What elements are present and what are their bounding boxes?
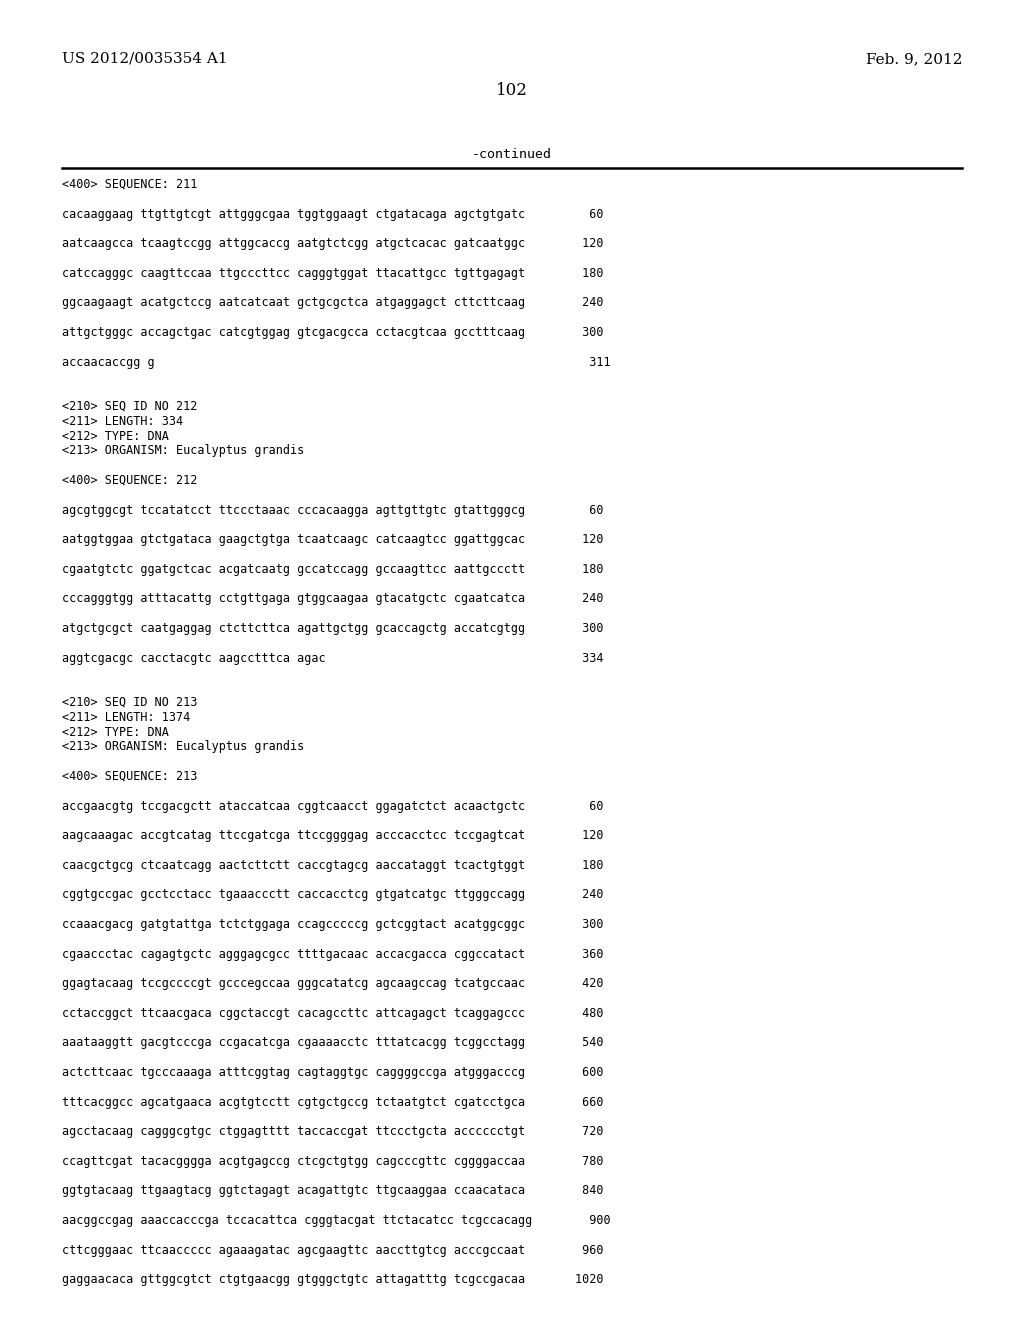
Text: Feb. 9, 2012: Feb. 9, 2012 [865, 51, 962, 66]
Text: caacgctgcg ctcaatcagg aactcttctt caccgtagcg aaccataggt tcactgtggt        180: caacgctgcg ctcaatcagg aactcttctt caccgta… [62, 859, 603, 871]
Text: ggcaagaagt acatgctccg aatcatcaat gctgcgctca atgaggagct cttcttcaag        240: ggcaagaagt acatgctccg aatcatcaat gctgcgc… [62, 297, 603, 309]
Text: agcgtggcgt tccatatcct ttccctaaac cccacaagga agttgttgtc gtattgggcg         60: agcgtggcgt tccatatcct ttccctaaac cccacaa… [62, 504, 603, 516]
Text: <212> TYPE: DNA: <212> TYPE: DNA [62, 429, 169, 442]
Text: ccaaacgacg gatgtattga tctctggaga ccagcccccg gctcggtact acatggcggc        300: ccaaacgacg gatgtattga tctctggaga ccagccc… [62, 917, 603, 931]
Text: <213> ORGANISM: Eucalyptus grandis: <213> ORGANISM: Eucalyptus grandis [62, 741, 304, 754]
Text: <400> SEQUENCE: 212: <400> SEQUENCE: 212 [62, 474, 198, 487]
Text: accaacaccgg g                                                             311: accaacaccgg g 311 [62, 355, 610, 368]
Text: <210> SEQ ID NO 213: <210> SEQ ID NO 213 [62, 696, 198, 709]
Text: <213> ORGANISM: Eucalyptus grandis: <213> ORGANISM: Eucalyptus grandis [62, 445, 304, 458]
Text: aatcaagcca tcaagtccgg attggcaccg aatgtctcgg atgctcacac gatcaatggc        120: aatcaagcca tcaagtccgg attggcaccg aatgtct… [62, 238, 603, 251]
Text: aagcaaagac accgtcatag ttccgatcga ttccggggag acccacctcc tccgagtcat        120: aagcaaagac accgtcatag ttccgatcga ttccggg… [62, 829, 603, 842]
Text: cgaatgtctc ggatgctcac acgatcaatg gccatccagg gccaagttcc aattgccctt        180: cgaatgtctc ggatgctcac acgatcaatg gccatcc… [62, 562, 603, 576]
Text: US 2012/0035354 A1: US 2012/0035354 A1 [62, 51, 227, 66]
Text: cttcgggaac ttcaaccccc agaaagatac agcgaagttc aaccttgtcg acccgccaat        960: cttcgggaac ttcaaccccc agaaagatac agcgaag… [62, 1243, 603, 1257]
Text: attgctgggc accagctgac catcgtggag gtcgacgcca cctacgtcaa gcctttcaag        300: attgctgggc accagctgac catcgtggag gtcgacg… [62, 326, 603, 339]
Text: ggagtacaag tccgccccgt gcccegccaa gggcatatcg agcaagccag tcatgccaac        420: ggagtacaag tccgccccgt gcccegccaa gggcata… [62, 977, 603, 990]
Text: tttcacggcc agcatgaaca acgtgtcctt cgtgctgccg tctaatgtct cgatcctgca        660: tttcacggcc agcatgaaca acgtgtcctt cgtgctg… [62, 1096, 603, 1109]
Text: aacggccgag aaaccacccga tccacattca cgggtacgat ttctacatcc tcgccacagg        900: aacggccgag aaaccacccga tccacattca cgggta… [62, 1214, 610, 1228]
Text: ggtgtacaag ttgaagtacg ggtctagagt acagattgtc ttgcaaggaa ccaacataca        840: ggtgtacaag ttgaagtacg ggtctagagt acagatt… [62, 1184, 603, 1197]
Text: actcttcaac tgcccaaaga atttcggtag cagtaggtgc caggggccga atgggacccg        600: actcttcaac tgcccaaaga atttcggtag cagtagg… [62, 1067, 603, 1078]
Text: <211> LENGTH: 1374: <211> LENGTH: 1374 [62, 710, 190, 723]
Text: 102: 102 [496, 82, 528, 99]
Text: <400> SEQUENCE: 213: <400> SEQUENCE: 213 [62, 770, 198, 783]
Text: <400> SEQUENCE: 211: <400> SEQUENCE: 211 [62, 178, 198, 191]
Text: <211> LENGTH: 334: <211> LENGTH: 334 [62, 414, 183, 428]
Text: aatggtggaa gtctgataca gaagctgtga tcaatcaagc catcaagtcc ggattggcac        120: aatggtggaa gtctgataca gaagctgtga tcaatca… [62, 533, 603, 546]
Text: aggtcgacgc cacctacgtc aagcctttca agac                                    334: aggtcgacgc cacctacgtc aagcctttca agac 33… [62, 652, 603, 664]
Text: -continued: -continued [472, 148, 552, 161]
Text: cctaccggct ttcaacgaca cggctaccgt cacagccttc attcagagct tcaggagccc        480: cctaccggct ttcaacgaca cggctaccgt cacagcc… [62, 1007, 603, 1020]
Text: cggtgccgac gcctcctacc tgaaaccctt caccacctcg gtgatcatgc ttgggccagg        240: cggtgccgac gcctcctacc tgaaaccctt caccacc… [62, 888, 603, 902]
Text: agcctacaag cagggcgtgc ctggagtttt taccaccgat ttccctgcta acccccctgt        720: agcctacaag cagggcgtgc ctggagtttt taccacc… [62, 1125, 603, 1138]
Text: gaggaacaca gttggcgtct ctgtgaacgg gtgggctgtc attagatttg tcgccgacaa       1020: gaggaacaca gttggcgtct ctgtgaacgg gtgggct… [62, 1274, 603, 1286]
Text: accgaacgtg tccgacgctt ataccatcaa cggtcaacct ggagatctct acaactgctc         60: accgaacgtg tccgacgctt ataccatcaa cggtcaa… [62, 800, 603, 813]
Text: cacaaggaag ttgttgtcgt attgggcgaa tggtggaagt ctgatacaga agctgtgatc         60: cacaaggaag ttgttgtcgt attgggcgaa tggtgga… [62, 207, 603, 220]
Text: <210> SEQ ID NO 212: <210> SEQ ID NO 212 [62, 400, 198, 413]
Text: atgctgcgct caatgaggag ctcttcttca agattgctgg gcaccagctg accatcgtgg        300: atgctgcgct caatgaggag ctcttcttca agattgc… [62, 622, 603, 635]
Text: ccagttcgat tacacgggga acgtgagccg ctcgctgtgg cagcccgttc cggggaccaa        780: ccagttcgat tacacgggga acgtgagccg ctcgctg… [62, 1155, 603, 1168]
Text: aaataaggtt gacgtcccga ccgacatcga cgaaaacctc tttatcacgg tcggcctagg        540: aaataaggtt gacgtcccga ccgacatcga cgaaaac… [62, 1036, 603, 1049]
Text: cccagggtgg atttacattg cctgttgaga gtggcaagaa gtacatgctc cgaatcatca        240: cccagggtgg atttacattg cctgttgaga gtggcaa… [62, 593, 603, 606]
Text: <212> TYPE: DNA: <212> TYPE: DNA [62, 726, 169, 739]
Text: catccagggc caagttccaa ttgcccttcc cagggtggat ttacattgcc tgttgagagt        180: catccagggc caagttccaa ttgcccttcc cagggtg… [62, 267, 603, 280]
Text: cgaaccctac cagagtgctc agggagcgcc ttttgacaac accacgacca cggccatact        360: cgaaccctac cagagtgctc agggagcgcc ttttgac… [62, 948, 603, 961]
